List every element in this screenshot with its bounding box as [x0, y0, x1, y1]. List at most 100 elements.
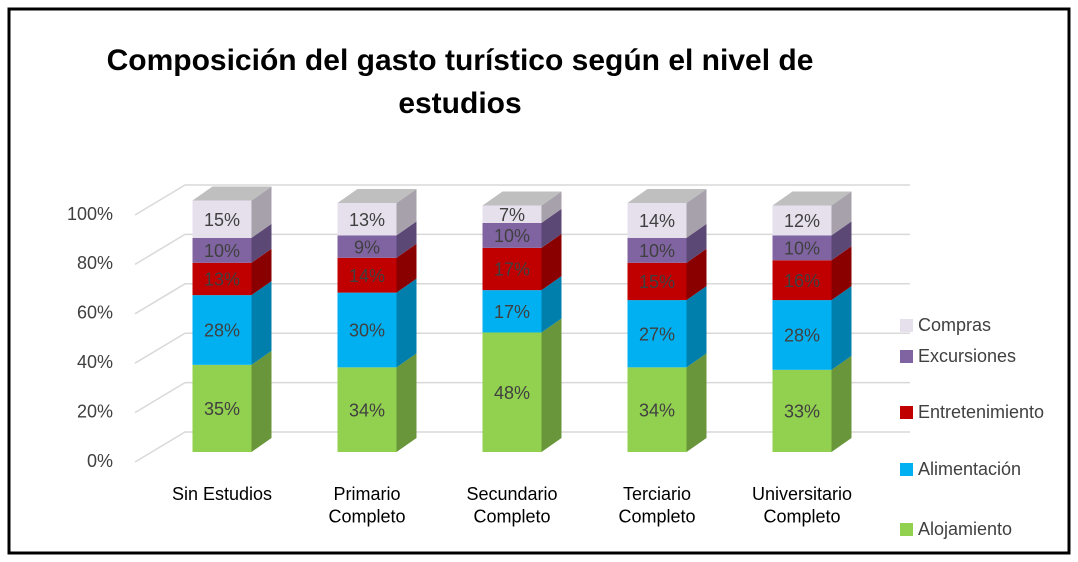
bar — [772, 300, 832, 370]
bar-side — [541, 191, 562, 223]
bar-side — [686, 353, 707, 452]
x-tick-label: Terciario Completo — [618, 484, 695, 527]
bar — [772, 205, 832, 236]
bar-side — [251, 350, 272, 452]
bar-side — [396, 278, 417, 368]
bar — [192, 295, 252, 365]
value-label: 27% — [639, 324, 675, 344]
legend-swatch — [900, 406, 913, 419]
x-tick-label: Primario Completo — [328, 484, 405, 527]
bar — [772, 260, 832, 301]
value-label: 17% — [494, 260, 530, 280]
y-tick-label: 20% — [77, 401, 113, 421]
bar-side — [686, 223, 707, 263]
value-label: 30% — [349, 321, 385, 341]
legend-label: Excursiones — [918, 346, 1016, 366]
value-label: 35% — [204, 399, 240, 419]
legend-label: Entretenimiento — [918, 402, 1044, 422]
value-label: 14% — [639, 211, 675, 231]
bar — [772, 235, 832, 261]
bar — [192, 200, 252, 238]
chart-title: Composición del gasto turístico según el… — [107, 44, 814, 120]
bar-side — [831, 355, 852, 452]
x-tick-label: Secundario Completo — [466, 484, 557, 527]
bar — [337, 292, 397, 368]
bar-side — [686, 248, 707, 301]
bar — [627, 237, 687, 263]
bar-side — [541, 208, 562, 248]
bar — [192, 364, 252, 452]
bar-side — [831, 221, 852, 261]
y-tick-label: 60% — [77, 303, 113, 323]
legend-label: Alimentación — [918, 459, 1021, 479]
bar-side — [686, 189, 707, 238]
bar — [482, 290, 542, 333]
bar — [482, 332, 542, 452]
bar — [627, 300, 687, 368]
value-label: 33% — [784, 402, 820, 422]
value-label: 12% — [784, 211, 820, 231]
bar-side — [831, 286, 852, 370]
bar-side — [251, 248, 272, 296]
value-label: 13% — [204, 270, 240, 290]
legend-label: Alojamiento — [918, 519, 1012, 539]
bar-top — [627, 189, 707, 203]
bar-side — [686, 286, 707, 368]
grid-line — [134, 184, 910, 216]
bar — [627, 203, 687, 238]
value-label: 15% — [639, 272, 675, 292]
value-label: 34% — [639, 400, 675, 420]
bar — [337, 235, 397, 258]
legend-swatch — [900, 350, 913, 363]
bar-top — [337, 189, 417, 203]
bar — [627, 262, 687, 301]
value-label: 28% — [204, 321, 240, 341]
value-label: 10% — [784, 239, 820, 259]
bar — [482, 205, 542, 223]
bar-top — [772, 191, 852, 206]
bar — [482, 247, 542, 291]
bar — [772, 369, 832, 452]
value-label: 10% — [494, 226, 530, 246]
value-label: 48% — [494, 383, 530, 403]
bar-side — [251, 223, 272, 263]
bar — [192, 237, 252, 263]
bar — [627, 367, 687, 452]
bar-top — [192, 186, 272, 201]
bar-side — [396, 221, 417, 258]
bar-side — [251, 186, 272, 238]
bar-side — [541, 276, 562, 333]
value-label: 13% — [349, 210, 385, 230]
bar-side — [541, 233, 562, 291]
bar-side — [831, 191, 852, 236]
x-tick-label: Universitario Completo — [752, 484, 852, 527]
value-label: 10% — [204, 241, 240, 261]
y-tick-label: 100% — [67, 204, 113, 224]
value-label: 9% — [354, 237, 380, 257]
bar — [192, 262, 252, 296]
value-label: 17% — [494, 302, 530, 322]
legend-label: Compras — [918, 315, 991, 335]
bar-side — [396, 189, 417, 236]
bar-side — [251, 281, 272, 365]
bar-side — [396, 353, 417, 452]
bar — [337, 203, 397, 236]
bar — [337, 257, 397, 293]
y-tick-label: 80% — [77, 253, 113, 273]
bar-side — [541, 318, 562, 452]
y-tick-label: 0% — [87, 451, 113, 471]
bar-side — [396, 243, 417, 293]
value-label: 14% — [349, 266, 385, 286]
legend-swatch — [900, 523, 913, 536]
y-tick-label: 40% — [77, 352, 113, 372]
value-label: 28% — [784, 326, 820, 346]
value-label: 7% — [499, 205, 525, 225]
x-tick-label: Sin Estudios — [172, 484, 272, 504]
bar-top — [482, 191, 562, 206]
bar — [337, 367, 397, 452]
legend-swatch — [900, 319, 913, 332]
value-label: 10% — [639, 241, 675, 261]
value-label: 15% — [204, 210, 240, 230]
value-label: 34% — [349, 400, 385, 420]
